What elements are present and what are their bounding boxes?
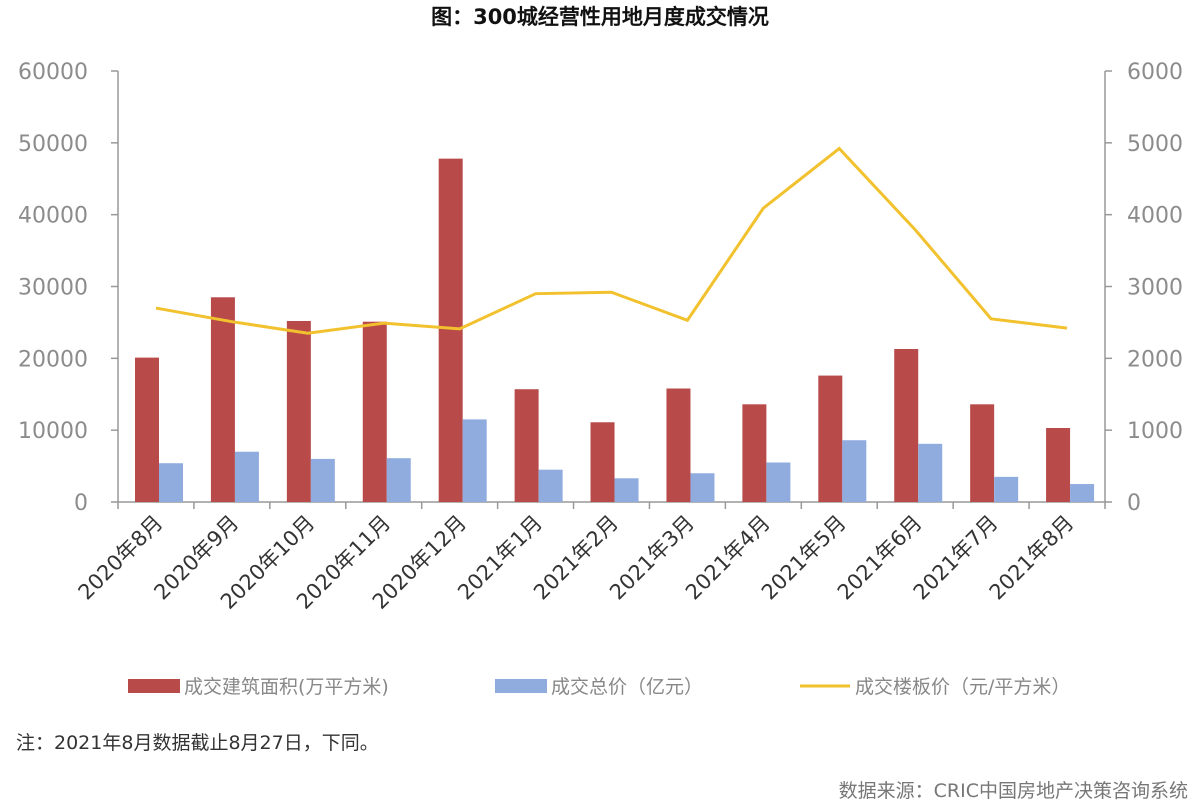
bar-area	[286, 320, 311, 502]
left-tick-label: 0	[74, 491, 88, 516]
footnote: 注：2021年8月数据截止8月27日，下同。	[16, 732, 379, 754]
bar-area	[210, 297, 235, 502]
legend-label-area: 成交建筑面积(万平方米)	[184, 676, 389, 698]
legend-label-floorprice: 成交楼板价（元/平方米）	[855, 676, 1070, 698]
source-text: 数据来源：CRIC中国房地产决策咨询系统	[839, 780, 1188, 802]
left-tick-label: 60000	[18, 60, 88, 85]
bar-area	[362, 321, 387, 502]
bar-price	[386, 458, 411, 502]
bar-price	[462, 419, 487, 502]
right-tick-label: 1000	[1127, 419, 1183, 444]
bar-area	[742, 404, 767, 502]
bar-area	[514, 389, 539, 502]
bar-price	[538, 469, 563, 502]
left-tick-label: 30000	[18, 276, 88, 301]
right-tick-label: 6000	[1127, 60, 1183, 85]
left-tick-label: 20000	[18, 347, 88, 372]
bar-price	[159, 463, 183, 502]
right-tick-label: 2000	[1127, 347, 1183, 372]
bar-area	[438, 158, 463, 503]
bar-area	[894, 348, 919, 502]
bar-area	[590, 422, 615, 502]
right-tick-label: 5000	[1127, 132, 1183, 157]
chart-title: 图：300城经营性用地月度成交情况	[431, 5, 769, 29]
bar-price	[842, 440, 867, 502]
left-tick-label: 50000	[18, 132, 88, 157]
right-tick-label: 4000	[1127, 204, 1183, 229]
legend-label-price: 成交总价（亿元）	[551, 676, 703, 698]
bar-price	[690, 473, 715, 502]
bar-area	[1046, 428, 1071, 502]
bar-area	[818, 375, 843, 502]
bar-price	[918, 443, 943, 502]
bar-price	[234, 451, 259, 502]
line-floorprice	[155, 146, 1068, 335]
right-tick-label: 0	[1127, 491, 1141, 516]
bar-price	[994, 476, 1019, 502]
bar-price	[310, 458, 335, 502]
bar-price	[614, 478, 639, 502]
legend-swatch-area	[128, 679, 180, 693]
bar-price	[1070, 484, 1095, 502]
legend: 成交建筑面积(万平方米) 成交总价（亿元） 成交楼板价（元/平方米）	[128, 676, 1070, 698]
bar-area	[970, 404, 995, 502]
legend-swatch-price	[495, 679, 547, 693]
bar-area	[135, 357, 159, 502]
left-tick-label: 40000	[18, 204, 88, 229]
bar-price	[766, 462, 791, 502]
left-tick-label: 10000	[18, 419, 88, 444]
right-tick-label: 3000	[1127, 276, 1183, 301]
bar-area	[666, 388, 691, 502]
